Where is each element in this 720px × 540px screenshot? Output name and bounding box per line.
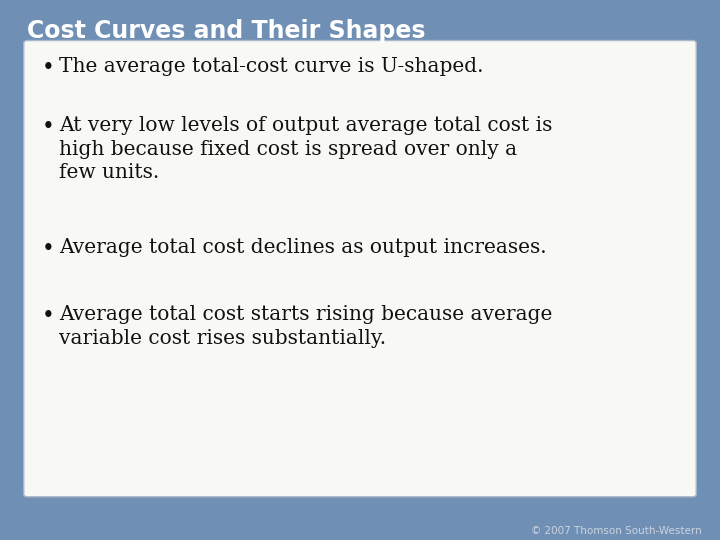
Text: Average total cost starts rising because average
variable cost rises substantial: Average total cost starts rising because… [59,305,552,348]
Text: Average total cost declines as output increases.: Average total cost declines as output in… [59,238,546,256]
Text: •: • [42,305,55,327]
Text: At very low levels of output average total cost is
high because fixed cost is sp: At very low levels of output average tot… [59,116,552,182]
FancyBboxPatch shape [24,40,696,497]
Text: © 2007 Thomson South-Western: © 2007 Thomson South-Western [531,525,702,536]
Text: •: • [42,57,55,79]
Text: The average total-cost curve is U-shaped.: The average total-cost curve is U-shaped… [59,57,484,76]
Text: •: • [42,116,55,138]
Text: Cost Curves and Their Shapes: Cost Curves and Their Shapes [27,19,426,43]
Text: •: • [42,238,55,260]
